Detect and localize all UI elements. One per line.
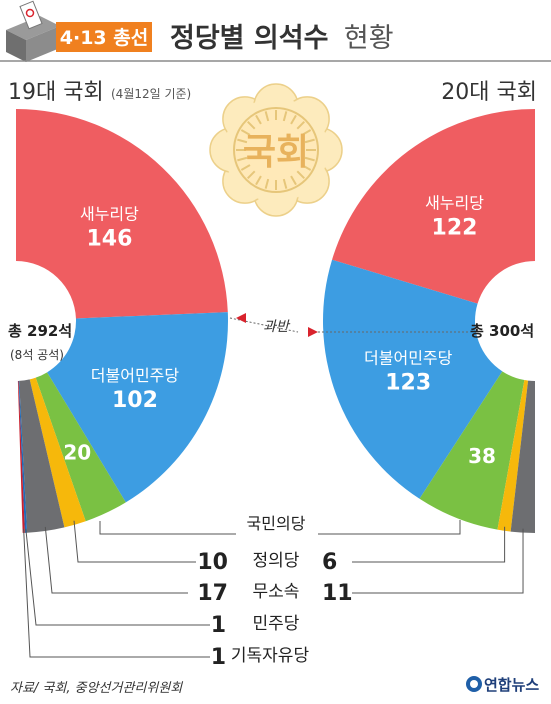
slice-20-0 [332,109,535,304]
slice-label-value: 123 [385,370,431,395]
slice-19-6 [17,380,25,533]
header-title: 정당별 의석수 현황 [170,23,394,54]
legend-right-value-2: 11 [322,581,353,606]
chart-20-title: 20대 국회 [441,80,537,105]
header-title-sub: 현황 [344,23,394,54]
chart-19-title: 19대 국회 [8,80,104,105]
majority-arrow-left [236,313,246,323]
legend-name-2: 무소속 [253,582,300,602]
ballot-box-icon [6,0,60,62]
legend-left-value-2: 17 [197,581,228,606]
header-badge-text: 4·13 총선 [60,27,148,49]
legend-name-1: 정의당 [253,551,300,571]
slice-label-value: 146 [86,227,132,252]
slice-label-name: 새누리당 [80,205,139,224]
slice-20-2 [419,371,525,530]
slice-19-0 [16,109,228,319]
slice-20-4 [510,380,535,533]
chart-20-total: 총 300석 [470,322,534,340]
slice-label-value: 38 [468,444,496,468]
slice-19-1 [47,312,228,503]
chart-19-seats: 새누리당 146 더불어민주당 102 20 [16,109,228,533]
header-badge [56,22,152,52]
legend-left-value-3: 1 [211,613,226,638]
slice-label-name: 새누리당 [425,194,484,213]
legend-name-3: 민주당 [253,614,300,634]
slice-19-4 [19,379,65,533]
yonhap-logo-text: 연합뉴스 [484,676,539,694]
slice-20-1 [323,259,503,499]
slice-19-2 [35,372,126,522]
legend-leader-lines [23,520,524,658]
slice-label-value: 122 [432,216,478,241]
chart-19-note: (4월12일 기준) [111,87,191,101]
majority-arrow-right [308,327,318,337]
yonhap-logo: 연합뉴스 [466,676,539,694]
majority-label: 과반 [263,319,291,335]
slice-19-3 [29,377,86,528]
header-title-main: 정당별 의석수 [170,23,328,54]
legend-left-value-4: 1 [211,645,226,670]
legend-name-4: 기독자유당 [231,646,310,666]
chart-19-total: 총 292석 [8,322,72,340]
chart-19-vacancy: (8석 공석) [10,348,64,362]
slice-label-name: 더불어민주당 [364,348,453,367]
majority-line: 과반 [229,313,470,337]
legend-right-value-1: 6 [322,550,337,575]
legend-left-value-1: 10 [197,550,228,575]
slice-label-value: 20 [63,440,91,464]
chart-20-seats: 새누리당 122 더불어민주당 123 38 [323,109,535,533]
legend-name-0: 국민의당 [247,514,306,533]
slice-label-name: 더불어민주당 [91,366,180,385]
emblem-text: 국회 [243,132,309,173]
slice-19-5 [18,380,28,533]
slice-20-3 [497,380,529,532]
source-note: 자료/ 국회, 중앙선거관리위원회 [10,681,183,696]
national-assembly-emblem: 국회 [209,83,343,217]
slice-label-value: 102 [112,388,158,413]
